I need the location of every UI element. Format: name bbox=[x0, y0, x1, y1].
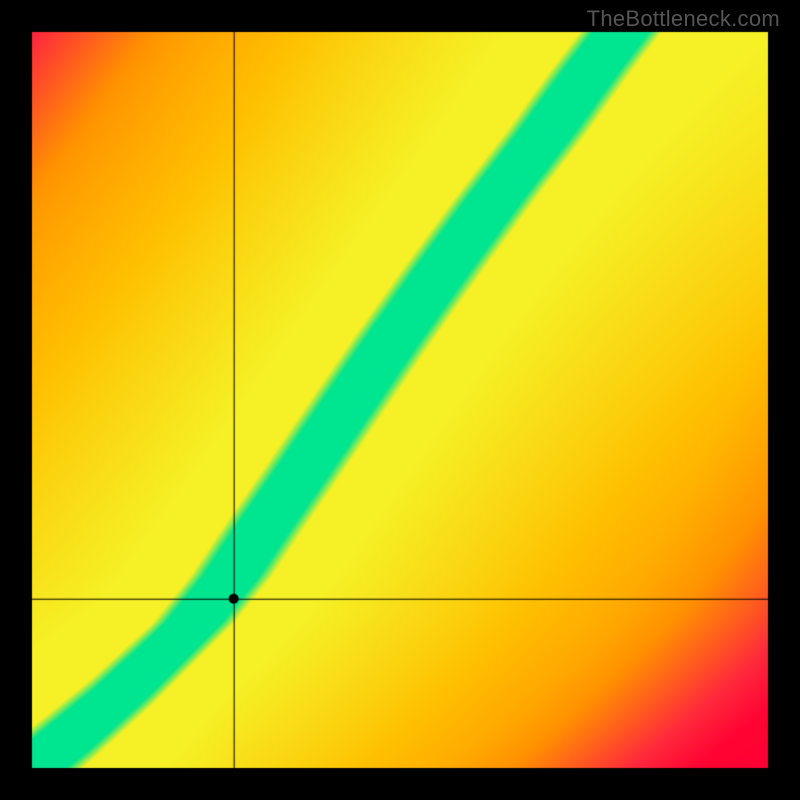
bottleneck-heatmap bbox=[0, 0, 800, 800]
chart-container: TheBottleneck.com bbox=[0, 0, 800, 800]
watermark-text: TheBottleneck.com bbox=[587, 6, 780, 32]
